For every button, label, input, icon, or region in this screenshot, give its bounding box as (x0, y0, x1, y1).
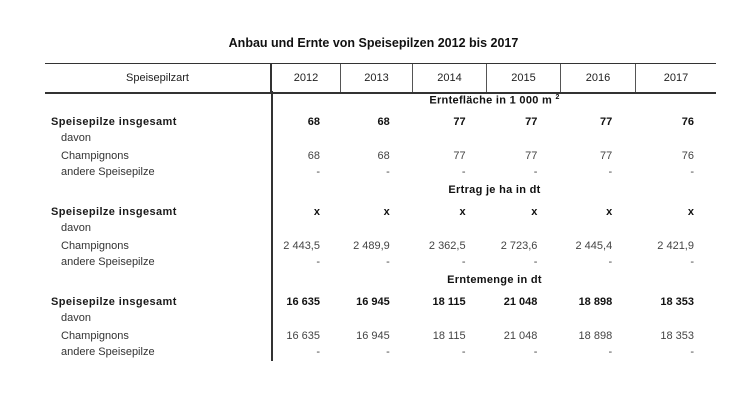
cell-2015: 21 048 (503, 330, 538, 342)
cell-2014: 77 (453, 116, 466, 128)
row-label: Speisepilze insgesamt (51, 296, 177, 308)
table-row: Champignons 16 635 16 945 18 115 21 048 18 89… (45, 328, 716, 344)
cell-2015: 2 723,6 (500, 240, 538, 252)
table-row: Speisepilze insgesamt x x x x x x (45, 204, 716, 220)
cell-2013: - (386, 166, 390, 178)
cell-2012: 16 635 (286, 330, 320, 342)
section-heading-superscript: 2 (555, 94, 560, 101)
header-year-2017: 2017 (663, 72, 689, 84)
header-year-2016: 2016 (561, 64, 636, 92)
cell-2012: 68 (307, 116, 320, 128)
cell-2016: 77 (599, 116, 613, 128)
table-title: Anbau und Ernte von Speisepilzen 2012 bi… (228, 36, 519, 50)
cell-2013: 16 945 (356, 296, 390, 308)
cell-2015: - (533, 166, 538, 178)
section-heading-text: Erntefläche in 1 000 m (429, 94, 553, 107)
cell-2017: - (690, 346, 694, 358)
cell-2017: 2 421,9 (657, 240, 694, 252)
cell-2015: x (531, 206, 538, 218)
header-year-2014: 2014 (413, 64, 487, 92)
table-row: andere Speisepilze - - - - - - (45, 164, 716, 180)
cell-2013: 16 945 (356, 330, 390, 342)
cell-2014: 18 115 (432, 330, 466, 342)
cell-2017: 76 (681, 150, 694, 162)
cell-2016: x (606, 206, 613, 218)
cell-2012: - (316, 346, 320, 358)
row-label: davon (61, 312, 91, 324)
cell-2013: - (386, 256, 390, 268)
section-heading-text: Erntemenge in dt (447, 274, 542, 286)
cell-2014: 18 115 (432, 296, 466, 308)
cell-2017: 76 (681, 116, 694, 128)
table-row: Speisepilze insgesamt 68 68 77 77 77 76 (45, 114, 716, 130)
table-row: andere Speisepilze - - - - - - (45, 344, 716, 360)
cell-2013: x (383, 206, 390, 218)
table-row: Speisepilze insgesamt 16 635 16 945 18 115 2… (45, 294, 716, 310)
cell-2016: - (608, 166, 613, 178)
header-speisepilzart: Speisepilzart (45, 64, 272, 92)
cell-2015: - (533, 256, 538, 268)
cell-2013: 2 489,9 (353, 240, 390, 252)
section-heading-erntemenge: Erntemenge in dt (273, 274, 716, 286)
cell-2016: 2 445,4 (575, 240, 613, 252)
cell-2017: 18 353 (660, 330, 694, 342)
cell-2015: - (533, 346, 538, 358)
table-row: davon (45, 130, 716, 146)
cell-2015: 77 (525, 150, 538, 162)
cell-2016: 18 898 (578, 296, 613, 308)
row-label: Champignons (61, 240, 129, 252)
cell-2014: 2 362,5 (428, 240, 466, 252)
section-heading-erntflaeche: Erntefläche in 1 000 m 2 (273, 94, 716, 107)
row-label: andere Speisepilze (61, 346, 155, 358)
cell-2014: x (459, 206, 466, 218)
row-label: andere Speisepilze (61, 166, 155, 178)
cell-2015: 21 048 (503, 296, 538, 308)
cell-2017: - (690, 166, 694, 178)
row-label: Speisepilze insgesamt (51, 116, 177, 128)
header-year-2013: 2013 (341, 64, 413, 92)
table-header: Speisepilzart 2012 2013 2014 2015 2016 2… (45, 63, 716, 94)
row-label: Champignons (61, 150, 129, 162)
section-heading-text: Ertrag je ha in dt (448, 184, 541, 196)
cell-2014: 77 (453, 150, 466, 162)
table-row: Champignons 68 68 77 77 77 76 (45, 148, 716, 164)
cell-2014: - (461, 166, 466, 178)
header-year-2015: 2015 (487, 64, 561, 92)
section-heading-ertrag: Ertrag je ha in dt (273, 184, 716, 196)
cell-2017: - (690, 256, 694, 268)
header-year-2012: 2012 (272, 64, 341, 92)
cell-2015: 77 (525, 116, 538, 128)
column-divider (271, 91, 273, 361)
cell-2016: 77 (599, 150, 613, 162)
row-label: Speisepilze insgesamt (51, 206, 177, 218)
cell-2016: 18 898 (578, 330, 613, 342)
cell-2017: x (687, 206, 694, 218)
table-row: davon (45, 310, 716, 326)
cell-2013: 68 (377, 150, 390, 162)
cell-2012: - (316, 256, 320, 268)
row-label: andere Speisepilze (61, 256, 155, 268)
cell-2013: 68 (377, 116, 390, 128)
cell-2017: 18 353 (660, 296, 694, 308)
cell-2014: - (461, 256, 466, 268)
cell-2012: x (313, 206, 320, 218)
cell-2016: - (608, 346, 613, 358)
cell-2012: 2 443,5 (283, 240, 320, 252)
row-label: davon (61, 132, 91, 144)
row-label: davon (61, 222, 91, 234)
cell-2012: - (316, 166, 320, 178)
cell-2014: - (461, 346, 466, 358)
cell-2013: - (386, 346, 390, 358)
cell-2016: - (608, 256, 613, 268)
table-row: Champignons 2 443,5 2 489,9 2 362,5 2 723,6 2… (45, 238, 716, 254)
row-label: Champignons (61, 330, 129, 342)
table-row: davon (45, 220, 716, 236)
cell-2012: 68 (307, 150, 320, 162)
cell-2012: 16 635 (286, 296, 320, 308)
table-row: andere Speisepilze - - - - - - (45, 254, 716, 270)
